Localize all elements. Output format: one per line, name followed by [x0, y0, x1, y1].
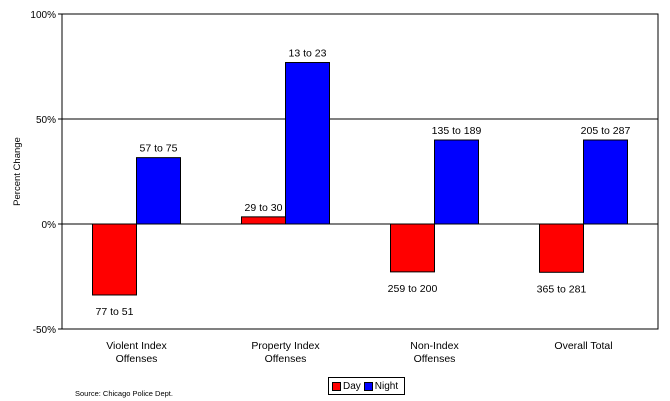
bar-night	[583, 139, 628, 225]
legend-item-night: Night	[363, 380, 399, 392]
legend: Day Night	[328, 377, 406, 395]
bar-day	[390, 223, 435, 273]
data-label: 29 to 30	[245, 202, 283, 214]
plot-area	[61, 13, 659, 330]
data-label: 259 to 200	[388, 283, 438, 295]
y-tick-label: 100%	[30, 10, 56, 21]
bar-night	[136, 157, 181, 225]
category-label: Offenses	[116, 353, 158, 365]
legend-label-night: Night	[374, 380, 399, 392]
source-note: Source: Chicago Police Dept.	[75, 389, 173, 398]
bar-day	[241, 216, 286, 225]
legend-item-day: Day	[332, 381, 361, 392]
y-tick-label: 0%	[42, 220, 57, 231]
data-label: 135 to 189	[432, 125, 482, 137]
data-label: 365 to 281	[537, 283, 587, 295]
legend-swatch-night	[363, 381, 373, 391]
category-label: Overall Total	[554, 340, 612, 352]
category-label: Non-Index	[410, 340, 459, 352]
data-label: 77 to 51	[96, 306, 134, 318]
y-tick-label: 50%	[36, 115, 56, 126]
legend-swatch-day	[332, 381, 341, 391]
y-tick-label: -50%	[33, 325, 56, 336]
bar-day	[539, 223, 584, 273]
data-label: 13 to 23	[289, 48, 327, 60]
legend-label-day: Day	[343, 380, 361, 392]
y-axis-label: Percent Change	[12, 137, 23, 206]
bar-night	[434, 139, 479, 225]
bar-day	[92, 223, 137, 296]
category-label: Violent Index	[106, 340, 167, 352]
category-label: Offenses	[414, 353, 456, 365]
category-label: Offenses	[265, 353, 307, 365]
data-label: 205 to 287	[581, 125, 631, 137]
data-label: 57 to 75	[140, 143, 178, 155]
bar-night	[285, 62, 330, 225]
category-label: Property Index	[251, 340, 320, 352]
